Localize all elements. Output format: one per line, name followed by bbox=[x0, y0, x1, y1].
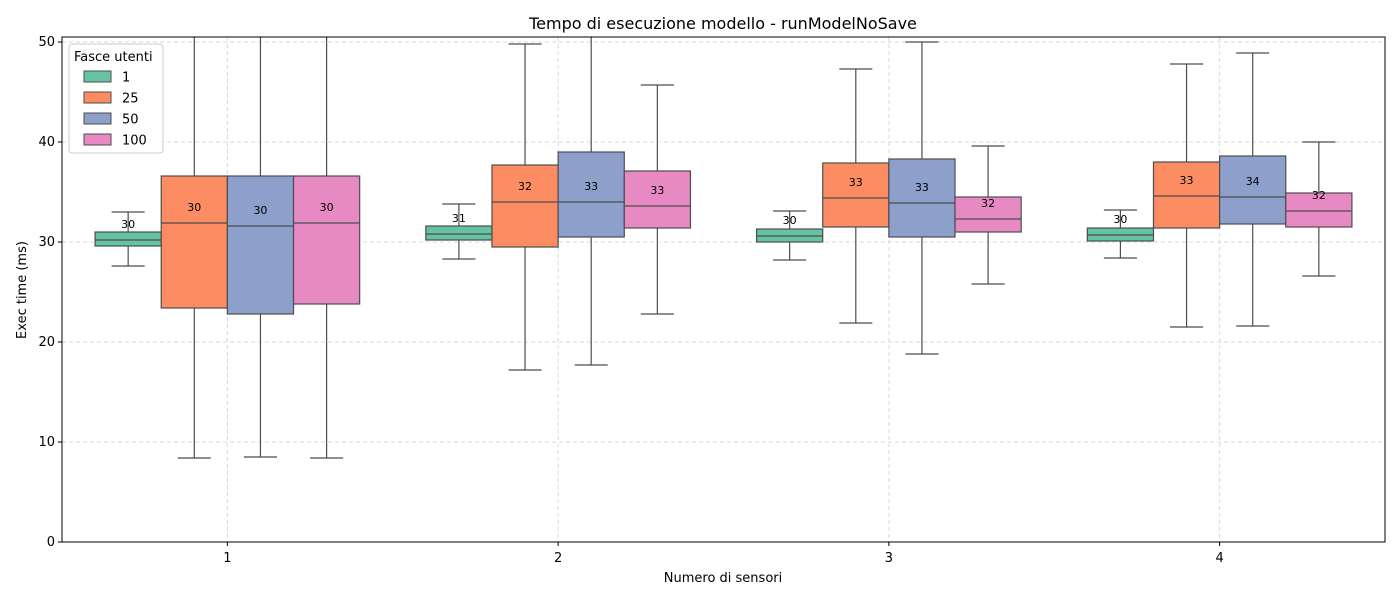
box-1-cat-1: 30 bbox=[94, 211, 162, 267]
data-label: 33 bbox=[584, 180, 598, 193]
legend-title: Fasce utenti bbox=[74, 50, 153, 65]
y-tick-label: 0 bbox=[47, 535, 55, 550]
box-body bbox=[1152, 161, 1221, 229]
box-body bbox=[822, 162, 890, 228]
box-body bbox=[954, 196, 1022, 233]
data-label: 30 bbox=[121, 218, 135, 231]
legend-label: 100 bbox=[122, 134, 147, 149]
box-body bbox=[557, 151, 625, 238]
box-100-cat-4: 32 bbox=[1285, 141, 1353, 277]
x-axis-label: Numero di sensori bbox=[664, 571, 782, 586]
legend-swatch bbox=[83, 133, 112, 146]
data-label: 30 bbox=[187, 201, 201, 214]
data-label: 32 bbox=[518, 180, 532, 193]
box-100-cat-1: 30 bbox=[292, 37, 361, 459]
y-tick-label: 10 bbox=[38, 435, 55, 450]
y-tick-label: 40 bbox=[38, 135, 55, 150]
box-body bbox=[160, 175, 228, 309]
box-25-cat-2: 32 bbox=[491, 43, 559, 371]
box-25-cat-1: 30 bbox=[160, 37, 228, 459]
legend-label: 25 bbox=[122, 92, 139, 107]
legend-label: 50 bbox=[122, 113, 139, 128]
legend-item-100: 100 bbox=[83, 133, 147, 149]
box-body bbox=[491, 164, 559, 248]
box-100-cat-2: 33 bbox=[623, 84, 692, 315]
box-body bbox=[888, 158, 956, 238]
x-tick-label: 2 bbox=[554, 551, 562, 566]
legend-label: 1 bbox=[122, 71, 130, 86]
box-50-cat-3: 33 bbox=[888, 41, 956, 355]
data-label: 30 bbox=[253, 204, 267, 217]
data-label: 30 bbox=[320, 201, 334, 214]
legend-swatch bbox=[83, 70, 112, 83]
data-label: 31 bbox=[452, 212, 466, 225]
box-25-cat-3: 33 bbox=[822, 68, 890, 324]
box-body bbox=[1219, 155, 1287, 225]
data-label: 33 bbox=[650, 184, 664, 197]
box-1-cat-2: 31 bbox=[425, 203, 493, 260]
box-25-cat-4: 33 bbox=[1152, 63, 1221, 328]
data-label: 33 bbox=[1180, 174, 1194, 187]
box-body bbox=[425, 225, 493, 241]
box-body bbox=[623, 170, 692, 229]
box-50-cat-1: 30 bbox=[226, 37, 295, 458]
box-body bbox=[1285, 192, 1353, 228]
data-label: 33 bbox=[849, 176, 863, 189]
y-tick-label: 30 bbox=[38, 235, 55, 250]
data-label: 30 bbox=[1113, 213, 1127, 226]
y-tick-label: 50 bbox=[38, 35, 55, 50]
plot-frame bbox=[61, 36, 1386, 543]
legend-item-25: 25 bbox=[83, 91, 139, 107]
box-100-cat-3: 32 bbox=[954, 145, 1022, 285]
y-axis-label: Exec time (ms) bbox=[15, 241, 30, 339]
x-tick-label: 3 bbox=[885, 551, 893, 566]
legend-swatch bbox=[83, 91, 112, 104]
data-label: 32 bbox=[1312, 189, 1326, 202]
boxes-layer: 30 31 30 30 30 32 33 33 30 33 33 34 30 33 32 32 bbox=[94, 37, 1353, 459]
box-1-cat-3: 30 bbox=[755, 210, 824, 261]
box-body bbox=[292, 175, 361, 305]
data-label: 32 bbox=[981, 197, 995, 210]
box-body bbox=[94, 231, 162, 247]
box-50-cat-2: 33 bbox=[557, 37, 625, 366]
data-label: 34 bbox=[1246, 175, 1260, 188]
chart-title: Tempo di esecuzione modello - runModelNo… bbox=[528, 14, 917, 33]
legend-item-50: 50 bbox=[83, 112, 139, 128]
box-50-cat-4: 34 bbox=[1219, 52, 1287, 327]
x-tick-label: 1 bbox=[223, 551, 231, 566]
box-body bbox=[226, 175, 295, 315]
box-1-cat-4: 30 bbox=[1086, 209, 1155, 259]
legend-swatch bbox=[83, 112, 112, 125]
data-label: 30 bbox=[783, 214, 797, 227]
legend: Fasce utenti 1 25 50 100 bbox=[68, 43, 164, 154]
x-tick-label: 4 bbox=[1215, 551, 1223, 566]
legend-item-1: 1 bbox=[83, 70, 130, 86]
y-tick-label: 20 bbox=[38, 335, 55, 350]
legend-items: 1 25 50 100 bbox=[83, 70, 147, 149]
data-label: 33 bbox=[915, 181, 929, 194]
